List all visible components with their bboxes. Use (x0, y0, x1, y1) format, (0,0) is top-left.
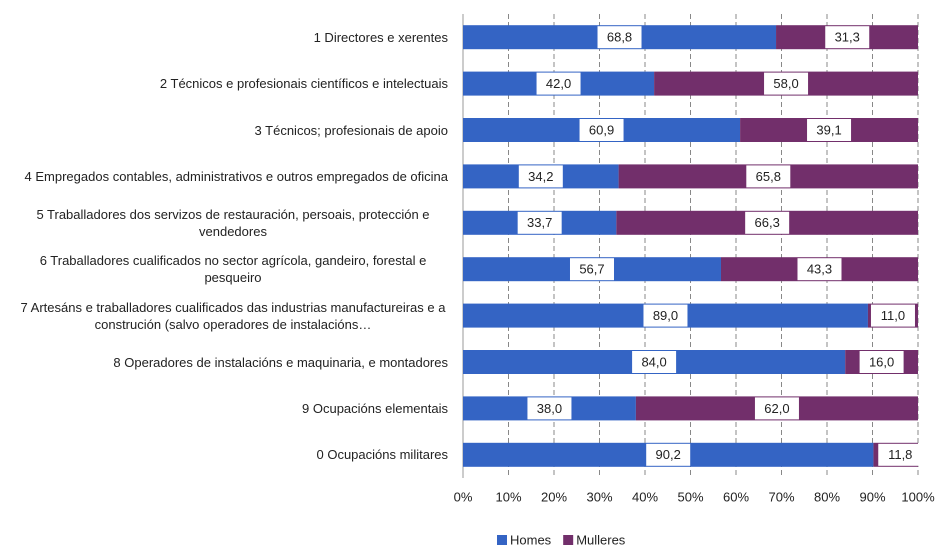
x-tick-label: 40% (632, 489, 658, 504)
data-label-bg (878, 443, 923, 466)
y-tick-label: 6 Traballadores cualificados no sector a… (39, 253, 427, 286)
x-tick-label: 20% (541, 489, 567, 504)
data-label-bg (643, 304, 688, 327)
category-label-box: 9 Ocupacións elementais (18, 385, 448, 431)
data-label-bg (632, 351, 677, 373)
x-tick-label: 0% (454, 489, 473, 504)
data-label: 58,0 (773, 76, 798, 91)
data-label-group: 62,0 (754, 397, 799, 420)
data-label: 60,9 (589, 122, 614, 137)
data-label: 39,1 (816, 122, 841, 137)
data-label: 31,3 (835, 30, 860, 45)
data-label: 16,0 (869, 354, 894, 369)
x-tick-label: 60% (723, 489, 749, 504)
data-label: 34,2 (528, 169, 553, 184)
data-label: 11,8 (888, 447, 912, 462)
data-label-bg (825, 26, 870, 49)
y-tick-label: 8 Operadores de instalacións e maquinari… (113, 354, 448, 370)
data-label-bg (579, 119, 624, 141)
data-label-bg (746, 165, 791, 188)
category-label-box: 8 Operadores de instalacións e maquinari… (18, 339, 448, 385)
data-label-bg (597, 26, 642, 49)
data-label-group: 56,7 (569, 258, 614, 281)
data-label-group: 42,0 (536, 72, 581, 95)
data-label: 62,0 (764, 401, 789, 416)
legend-label: Homes (510, 532, 552, 547)
legend-swatch (497, 535, 507, 545)
data-label-group: 39,1 (807, 119, 852, 141)
y-tick-label: 7 Artesáns e traballadores cualificados … (20, 299, 446, 332)
data-label-group: 43,3 (797, 258, 842, 281)
data-label-group: 89,0 (643, 304, 688, 327)
data-label-bg (807, 119, 852, 141)
x-tick-label: 30% (586, 489, 612, 504)
y-tick-label: 9 Ocupacións elementais (302, 400, 448, 416)
data-label-bg (518, 165, 563, 188)
data-label-bg (569, 258, 614, 281)
data-label-bg (745, 211, 790, 234)
data-label: 11,0 (881, 308, 905, 323)
data-label-group: 65,8 (746, 165, 791, 188)
data-label-group: 16,0 (859, 351, 904, 373)
data-label: 65,8 (756, 169, 781, 184)
data-label: 90,2 (656, 447, 681, 462)
data-label: 42,0 (546, 76, 571, 91)
data-label-group: 33,7 (517, 211, 562, 234)
data-label: 38,0 (537, 401, 562, 416)
y-tick-label: 5 Traballadores dos servizos de restaura… (36, 206, 430, 239)
data-label-group: 68,8 (597, 26, 642, 49)
category-label-box: 1 Directores e xerentes (18, 14, 448, 60)
x-tick-label: 10% (495, 489, 521, 504)
data-label-bg (859, 351, 904, 373)
data-label-bg (527, 397, 572, 420)
y-tick-label: 0 Ocupacións militares (316, 447, 449, 463)
category-label-box: 2 Técnicos e profesionais científicos e … (18, 61, 448, 107)
data-label-group: 11,8 (878, 443, 923, 466)
data-label-bg (797, 258, 842, 281)
data-label: 56,7 (579, 262, 604, 277)
category-label-box: 0 Ocupacións militares (18, 432, 449, 478)
data-label-group: 66,3 (745, 211, 790, 234)
data-label-group: 11,0 (870, 304, 915, 327)
data-label-group: 90,2 (646, 443, 691, 466)
category-label-box: 5 Traballadores dos servizos de restaura… (18, 200, 448, 246)
y-tick-label: 2 Técnicos e profesionais científicos e … (159, 76, 448, 92)
data-label-group: 38,0 (527, 397, 572, 420)
legend-swatch (563, 535, 574, 545)
data-label-group: 34,2 (518, 165, 563, 188)
category-label-box: 3 Técnicos; profesionais de apoio (18, 107, 448, 153)
data-label-bg (870, 304, 915, 327)
x-tick-label: 50% (677, 489, 703, 504)
data-label-bg (646, 443, 691, 466)
data-label: 66,3 (755, 215, 780, 230)
data-label: 43,3 (807, 262, 832, 277)
data-label-group: 58,0 (764, 72, 809, 95)
x-tick-label: 80% (814, 489, 840, 504)
data-label-bg (754, 397, 799, 420)
category-label-box: 6 Traballadores cualificados no sector a… (18, 246, 448, 292)
data-label: 68,8 (607, 30, 632, 45)
data-label-bg (517, 211, 562, 234)
data-label-bg (536, 72, 581, 95)
legend-label: Mulleres (576, 532, 626, 547)
category-label-box: 4 Empregados contables, administrativos … (18, 153, 448, 199)
data-label-group: 84,0 (632, 351, 677, 373)
data-label-group: 60,9 (579, 119, 624, 141)
x-tick-label: 70% (768, 489, 794, 504)
data-label: 33,7 (527, 215, 552, 230)
y-tick-label: 1 Directores e xerentes (313, 29, 448, 45)
data-label: 89,0 (653, 308, 678, 323)
data-label-group: 31,3 (825, 26, 870, 49)
data-label-bg (764, 72, 809, 95)
y-tick-label: 3 Técnicos; profesionais de apoio (254, 122, 448, 138)
x-tick-label: 90% (859, 489, 885, 504)
data-label: 84,0 (641, 354, 666, 369)
y-tick-label: 4 Empregados contables, administrativos … (24, 168, 448, 184)
x-tick-label: 100% (901, 489, 935, 504)
category-label-box: 7 Artesáns e traballadores cualificados … (18, 293, 448, 339)
